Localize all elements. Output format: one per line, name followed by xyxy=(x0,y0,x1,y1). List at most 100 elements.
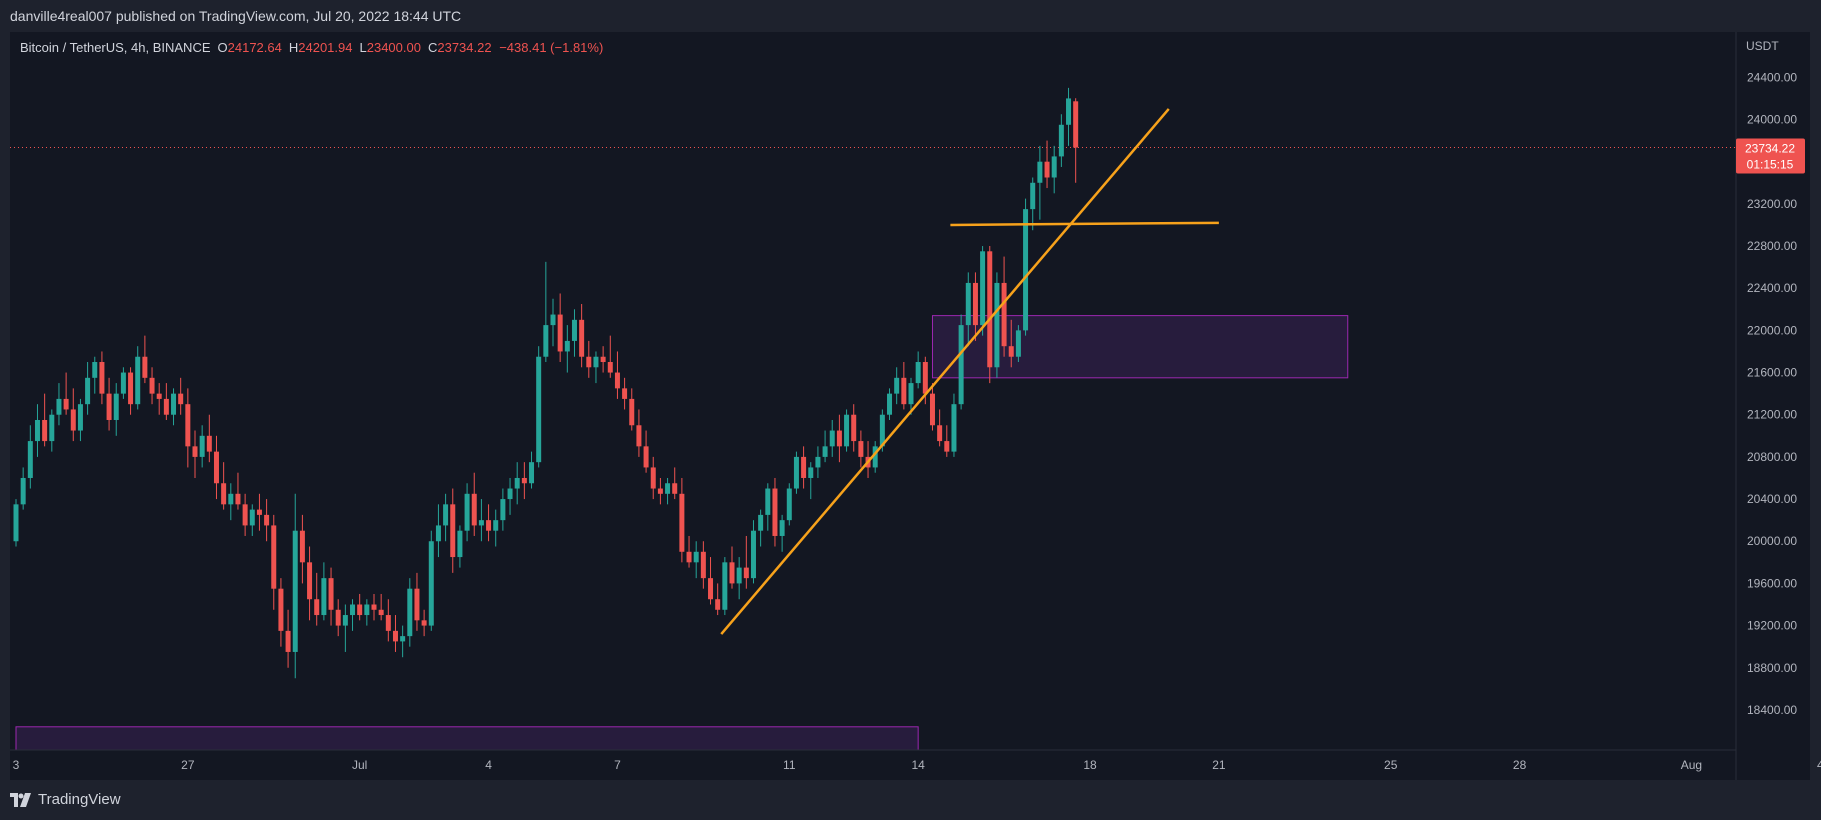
candle-body xyxy=(85,377,91,405)
candle-body xyxy=(1023,209,1029,331)
price-tick-label: 22800.00 xyxy=(1747,239,1797,253)
horizontal-level[interactable] xyxy=(950,221,1219,227)
candle-body xyxy=(708,578,714,600)
price-tick-label: 18800.00 xyxy=(1747,661,1797,675)
candle-body xyxy=(185,404,191,447)
candle-body xyxy=(657,488,663,494)
candle-body xyxy=(665,483,671,494)
candle-body xyxy=(500,499,506,521)
candle-body xyxy=(607,362,613,373)
candle-body xyxy=(471,493,477,526)
candle-body xyxy=(736,567,742,584)
time-tick-label: 25 xyxy=(1384,758,1398,772)
candle-body xyxy=(901,377,907,405)
candle-body xyxy=(851,414,857,442)
candle-body xyxy=(815,456,821,468)
tradingview-logo[interactable]: TradingView xyxy=(10,791,121,808)
candle-body xyxy=(872,446,878,468)
time-tick-label: 28 xyxy=(1513,758,1527,772)
candle-body xyxy=(342,615,348,626)
candle-body xyxy=(213,451,219,484)
candle-body xyxy=(13,504,19,542)
candle-body xyxy=(1066,98,1072,125)
candle-body xyxy=(1001,282,1007,347)
candle-body xyxy=(314,599,320,616)
candle-body xyxy=(421,620,427,626)
candle-body xyxy=(750,530,756,579)
candle-body xyxy=(163,398,169,415)
ascending-trendline[interactable] xyxy=(720,108,1170,635)
candle-body xyxy=(478,520,484,526)
candle-body xyxy=(385,615,391,631)
close-label: C xyxy=(427,40,438,55)
time-tick-label: Jul xyxy=(352,758,367,772)
candle-body xyxy=(392,630,398,642)
candle-body xyxy=(400,636,406,642)
candle-body xyxy=(622,388,628,399)
footer-bar xyxy=(0,780,1821,820)
open-label: O xyxy=(217,40,228,55)
candle-body xyxy=(1008,346,1014,357)
candle-body xyxy=(786,488,792,521)
candle-body xyxy=(256,509,262,515)
price-tick-label: 18400.00 xyxy=(1747,703,1797,717)
time-tick-label: 14 xyxy=(911,758,925,772)
candle-body xyxy=(1037,161,1043,183)
candle-body xyxy=(700,551,706,579)
candle-body xyxy=(142,356,148,378)
candle-body xyxy=(822,446,828,457)
candle-body xyxy=(643,446,649,468)
high-label: H xyxy=(288,40,299,55)
candle-body xyxy=(106,393,112,420)
candle-body xyxy=(435,525,441,542)
candle-body xyxy=(629,398,635,426)
candle-body xyxy=(586,356,592,368)
low-label: L xyxy=(359,40,367,55)
close-value: 23734.22 xyxy=(437,40,492,55)
symbol-name[interactable]: Bitcoin / TetherUS, 4h, BINANCE xyxy=(20,40,211,55)
price-tick-label: 21200.00 xyxy=(1747,408,1797,422)
candle-body xyxy=(758,514,764,531)
candle-body xyxy=(364,604,370,616)
candle-body xyxy=(937,425,943,442)
price-tick-label: 24400.00 xyxy=(1747,70,1797,84)
candle-body xyxy=(242,504,248,526)
candle-body xyxy=(192,446,198,457)
time-axis[interactable] xyxy=(10,750,1736,780)
candle-body xyxy=(571,319,577,341)
price-tick-label: 19200.00 xyxy=(1747,619,1797,633)
candle-body xyxy=(171,393,177,415)
candle-body xyxy=(178,393,184,405)
price-tick-label: 20800.00 xyxy=(1747,450,1797,464)
candle-body xyxy=(486,520,492,531)
open-value: 24172.64 xyxy=(227,40,282,55)
candle-body xyxy=(113,393,119,420)
candle-body xyxy=(407,588,413,637)
candle-body xyxy=(120,372,126,394)
candle-body xyxy=(729,562,735,584)
price-tick-label: 24000.00 xyxy=(1747,113,1797,127)
candle-body xyxy=(264,514,270,526)
candle-body xyxy=(63,398,69,410)
candle-body xyxy=(443,504,449,526)
candle-body xyxy=(980,251,986,326)
candle-body xyxy=(743,567,749,579)
candle-body xyxy=(428,541,434,626)
price-tick-label: 21600.00 xyxy=(1747,366,1797,380)
candle-body xyxy=(808,467,814,478)
time-tick-label: 3 xyxy=(13,758,20,772)
candle-body xyxy=(915,362,921,384)
candle-body xyxy=(156,393,162,399)
time-tick-label: 4 xyxy=(1817,758,1821,772)
candle-body xyxy=(715,599,721,610)
published-text: danville4real007 published on TradingVie… xyxy=(10,8,462,24)
tradingview-brand: TradingView xyxy=(38,791,121,808)
candle-body xyxy=(514,477,520,489)
candle-body xyxy=(793,456,799,489)
candle-body xyxy=(944,441,950,452)
lower-zone[interactable] xyxy=(15,726,919,751)
candle-body xyxy=(614,372,620,389)
last-price-badge xyxy=(1736,138,1805,174)
candle-body xyxy=(650,467,656,489)
